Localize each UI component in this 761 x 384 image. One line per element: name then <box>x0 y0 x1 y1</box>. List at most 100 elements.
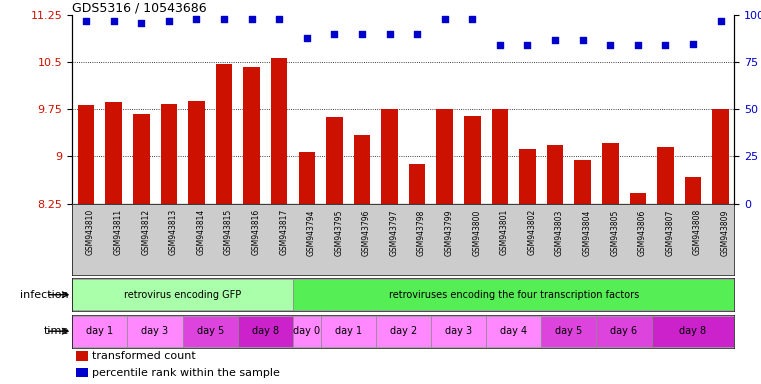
Text: GSM943794: GSM943794 <box>307 209 316 256</box>
Bar <box>105 102 122 204</box>
Bar <box>437 109 453 204</box>
Text: day 1: day 1 <box>86 326 113 336</box>
Bar <box>216 64 232 204</box>
Bar <box>161 104 177 204</box>
Bar <box>685 177 702 204</box>
Text: GSM943815: GSM943815 <box>224 209 233 255</box>
Bar <box>409 164 425 204</box>
Bar <box>464 116 481 204</box>
Bar <box>244 68 260 204</box>
Point <box>384 31 396 37</box>
Bar <box>72 279 293 310</box>
Point <box>715 18 727 24</box>
Text: GSM943807: GSM943807 <box>665 209 674 256</box>
Bar <box>72 316 128 347</box>
Text: day 4: day 4 <box>500 326 527 336</box>
Bar <box>133 114 150 204</box>
Text: GDS5316 / 10543686: GDS5316 / 10543686 <box>72 1 207 14</box>
Bar <box>602 143 619 204</box>
Bar <box>712 109 729 204</box>
Bar <box>431 316 486 347</box>
Point <box>604 42 616 48</box>
Bar <box>519 149 536 204</box>
Text: retroviruses encoding the four transcription factors: retroviruses encoding the four transcrip… <box>389 290 638 300</box>
Point <box>549 37 561 43</box>
Bar <box>546 145 563 204</box>
Point <box>356 31 368 37</box>
Text: GSM943810: GSM943810 <box>86 209 95 255</box>
Bar <box>183 316 237 347</box>
Text: day 5: day 5 <box>196 326 224 336</box>
Text: GSM943804: GSM943804 <box>583 209 591 256</box>
Text: GSM943803: GSM943803 <box>555 209 564 256</box>
Point <box>577 37 589 43</box>
Text: GSM943802: GSM943802 <box>527 209 537 255</box>
Bar <box>75 351 88 361</box>
Bar <box>128 316 183 347</box>
Bar <box>575 160 591 204</box>
Bar <box>657 147 673 204</box>
Point <box>687 40 699 46</box>
Text: day 6: day 6 <box>610 326 638 336</box>
Text: GSM943795: GSM943795 <box>334 209 343 256</box>
Bar <box>271 58 288 204</box>
Point <box>107 18 119 24</box>
Bar <box>651 316 734 347</box>
Point <box>521 42 533 48</box>
Point <box>218 16 230 22</box>
Bar <box>188 101 205 204</box>
Text: day 3: day 3 <box>142 326 169 336</box>
Bar <box>597 316 651 347</box>
Text: day 3: day 3 <box>445 326 472 336</box>
Text: retrovirus encoding GFP: retrovirus encoding GFP <box>124 290 241 300</box>
Text: GSM943809: GSM943809 <box>721 209 730 256</box>
Point <box>466 16 479 22</box>
Text: infection: infection <box>20 290 68 300</box>
Text: day 5: day 5 <box>556 326 582 336</box>
Bar <box>492 109 508 204</box>
Text: GSM943813: GSM943813 <box>169 209 178 255</box>
Text: GSM943817: GSM943817 <box>279 209 288 255</box>
Bar <box>541 316 597 347</box>
Text: day 1: day 1 <box>335 326 361 336</box>
Point <box>411 31 423 37</box>
Text: GSM943806: GSM943806 <box>638 209 647 256</box>
Text: GSM943799: GSM943799 <box>444 209 454 256</box>
Bar <box>326 117 342 204</box>
Point <box>632 42 644 48</box>
Text: GSM943796: GSM943796 <box>362 209 371 256</box>
Text: GSM943801: GSM943801 <box>500 209 509 255</box>
Text: transformed count: transformed count <box>92 351 196 361</box>
Text: GSM943811: GSM943811 <box>113 209 123 255</box>
Bar <box>320 316 376 347</box>
Bar <box>376 316 431 347</box>
Bar <box>298 152 315 204</box>
Text: time: time <box>43 326 68 336</box>
Point <box>163 18 175 24</box>
Point <box>190 16 202 22</box>
Point <box>135 20 148 26</box>
Text: day 0: day 0 <box>293 326 320 336</box>
Text: GSM943798: GSM943798 <box>417 209 426 256</box>
Point <box>80 18 92 24</box>
Bar <box>237 316 293 347</box>
Text: day 8: day 8 <box>252 326 279 336</box>
Point <box>438 16 451 22</box>
Text: percentile rank within the sample: percentile rank within the sample <box>92 367 280 377</box>
Bar <box>629 193 646 204</box>
Text: day 8: day 8 <box>680 326 706 336</box>
Text: GSM943805: GSM943805 <box>610 209 619 256</box>
Text: GSM943808: GSM943808 <box>693 209 702 255</box>
Bar <box>354 134 370 204</box>
Bar <box>381 109 398 204</box>
Bar <box>293 316 320 347</box>
Text: GSM943814: GSM943814 <box>196 209 205 255</box>
Bar <box>78 105 94 204</box>
Text: GSM943812: GSM943812 <box>142 209 150 255</box>
Text: GSM943816: GSM943816 <box>252 209 260 255</box>
Point <box>494 42 506 48</box>
Point <box>301 35 313 41</box>
Bar <box>486 316 541 347</box>
Text: GSM943797: GSM943797 <box>390 209 399 256</box>
Point <box>659 42 671 48</box>
